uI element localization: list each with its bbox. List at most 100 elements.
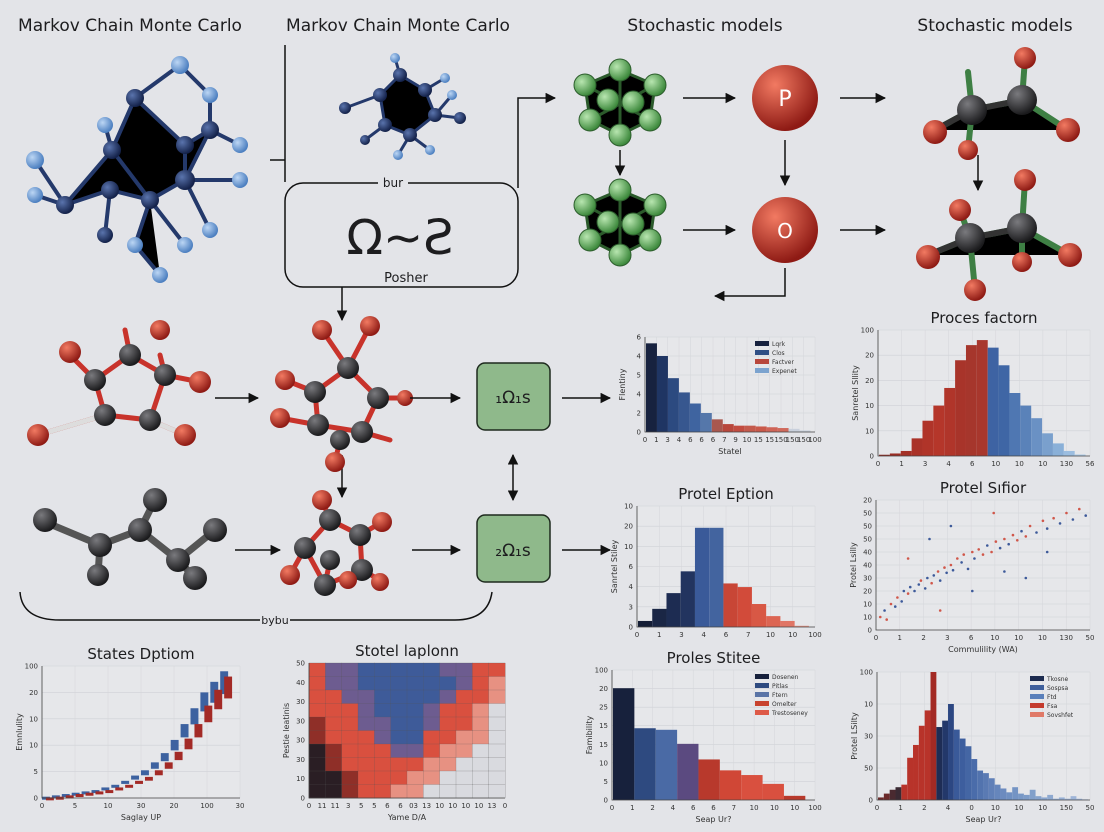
x-tick-label: 6 xyxy=(699,436,704,444)
heatmap-cell xyxy=(488,784,506,799)
x-tick-label: 9 xyxy=(733,436,737,444)
x-tick-label: 10 xyxy=(743,436,752,444)
bar xyxy=(930,672,937,800)
x-tick-label: 0 xyxy=(307,802,311,810)
x-tick-label: 11 xyxy=(331,802,340,810)
bar xyxy=(711,419,723,432)
x-tick-label: 10 xyxy=(435,802,444,810)
y-tick-label: 4 xyxy=(637,353,642,361)
heatmap-cell xyxy=(472,770,490,785)
y-tick-label: 0 xyxy=(301,795,305,803)
x-tick-label: 4 xyxy=(671,804,676,812)
heatmap-cell xyxy=(357,716,375,731)
heatmap-cell xyxy=(308,676,326,691)
y-tick-label: 10 xyxy=(296,775,305,783)
x-tick-label: 13 xyxy=(487,802,496,810)
legend-swatch xyxy=(755,674,769,679)
bar xyxy=(794,625,809,627)
step-mark xyxy=(131,775,140,780)
heatmap-cell xyxy=(390,662,408,677)
bar xyxy=(1042,433,1053,456)
bar xyxy=(983,773,989,800)
y-tick-label: 5 xyxy=(34,768,38,776)
bar xyxy=(1052,443,1064,456)
legend-swatch xyxy=(1030,685,1044,690)
heatmap-cell xyxy=(423,676,441,691)
x-tick-label: 10 xyxy=(104,802,113,810)
x-tick-label: 10 xyxy=(461,802,470,810)
x-tick-label: 4 xyxy=(702,631,707,639)
legend-swatch xyxy=(755,683,769,688)
x-axis-label: Saglay UP xyxy=(121,813,161,822)
legend-label: Fsa xyxy=(1047,703,1058,710)
scatter-point xyxy=(1078,507,1081,511)
bar xyxy=(994,784,1001,800)
y-tick-label: 4 xyxy=(637,391,642,399)
x-tick-label: 10 xyxy=(770,804,779,812)
legend-swatch xyxy=(1030,676,1044,681)
formula-bottom-label: Posher xyxy=(384,271,428,286)
y-axis-label: Protel Lsilly xyxy=(849,542,858,588)
bar xyxy=(666,593,681,627)
legend-label: Omelter xyxy=(772,701,797,708)
heatmap-cell xyxy=(488,730,506,745)
chart-2: 0 10 10 20 20 100 0 1 3 4 6 10 10 10 130 56 Proces facto… xyxy=(851,309,1095,468)
heatmap-cell xyxy=(455,716,473,731)
y-axis-label: Flentiny xyxy=(618,368,627,400)
step-mark xyxy=(115,787,124,791)
y-tick-label: 50 xyxy=(864,765,873,773)
heatmap-cell xyxy=(455,784,473,799)
heatmap-cell xyxy=(472,662,490,677)
bar xyxy=(998,365,1010,456)
scatter-point xyxy=(1007,542,1010,546)
sphere-o-label: O xyxy=(777,219,793,243)
heatmap-cell xyxy=(488,662,506,677)
step-mark xyxy=(154,770,163,776)
y-tick-label: 0 xyxy=(604,797,608,805)
heatmap-cell xyxy=(374,716,392,731)
heatmap-cell xyxy=(439,730,457,745)
scatter-point xyxy=(889,602,893,606)
scatter-point xyxy=(1058,522,1062,525)
x-tick-label: 10 xyxy=(788,631,797,639)
y-tick-label: 40 xyxy=(296,679,305,687)
y-tick-label: 30 xyxy=(296,756,305,764)
scatter-point xyxy=(1011,533,1015,537)
heatmap-cell xyxy=(374,676,392,691)
legend-swatch xyxy=(1030,703,1044,708)
bar xyxy=(1063,450,1075,456)
heatmap-cell xyxy=(406,689,424,704)
y-tick-label: 10 xyxy=(865,402,874,410)
scatter-point xyxy=(923,587,927,590)
step-mark xyxy=(224,676,233,699)
x-tick-label: 130 xyxy=(1060,634,1073,642)
legend-swatch xyxy=(1030,712,1044,717)
heatmap-cell xyxy=(390,676,408,691)
heatmap-cell xyxy=(472,716,490,731)
bar xyxy=(1076,798,1083,800)
bar xyxy=(1041,797,1048,800)
x-tick-label: 130 xyxy=(1060,460,1073,468)
heatmap-cell xyxy=(341,757,359,772)
heatmap-cell xyxy=(390,689,408,704)
chart-title: Protel Eption xyxy=(678,485,774,503)
heatmap-cell xyxy=(439,662,457,677)
heatmap-cell xyxy=(357,770,375,785)
y-tick-label: 0 xyxy=(869,797,873,805)
heatmap-cell xyxy=(374,770,392,785)
y-tick-label: 5 xyxy=(637,372,641,380)
heatmap-cell xyxy=(308,662,326,677)
y-tick-label: 100 xyxy=(595,667,608,675)
y-tick-label: 0 xyxy=(629,624,633,632)
bar xyxy=(1070,796,1077,800)
x-tick-label: 3 xyxy=(945,634,949,642)
x-tick-label: 3 xyxy=(665,436,669,444)
state-box-2-label: ₂Ω₁s xyxy=(495,541,531,561)
scatter-point xyxy=(1020,529,1023,533)
x-axis-label: Statel xyxy=(718,447,741,456)
x-tick-label: 150 xyxy=(786,436,799,444)
bar xyxy=(971,759,978,800)
y-tick-label: 20 xyxy=(863,588,872,596)
